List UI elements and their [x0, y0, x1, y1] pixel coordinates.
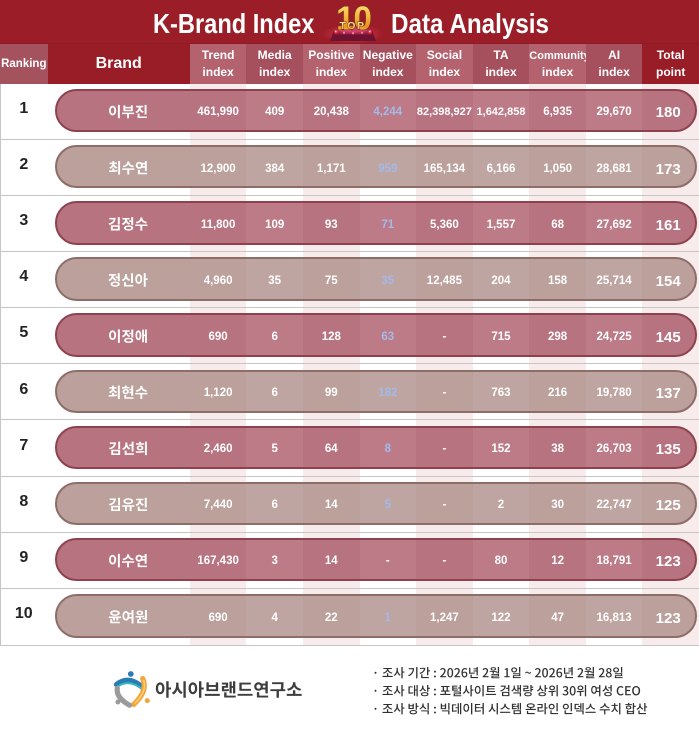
- svg-text:TOP: TOP: [340, 20, 366, 32]
- svg-text:10: 10: [336, 0, 371, 37]
